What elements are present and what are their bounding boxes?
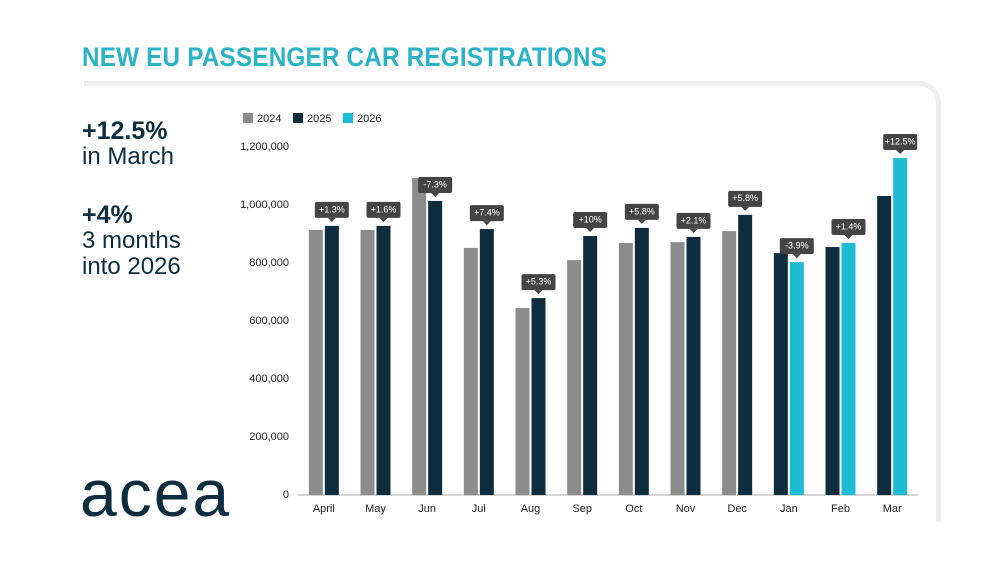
growth-label: +1.4% [836, 221, 862, 231]
x-tick-label: Nov [676, 503, 696, 515]
growth-label-box [573, 212, 608, 229]
bar [789, 262, 804, 495]
growth-label: +10% [579, 214, 602, 224]
growth-label-pointer [741, 206, 750, 211]
bar [376, 225, 391, 495]
growth-label-pointer [792, 254, 801, 259]
x-tick-label: Aug [521, 503, 541, 515]
x-tick-label: Jun [418, 503, 436, 515]
growth-label-pointer [327, 217, 336, 222]
y-tick-label: 400,000 [249, 373, 289, 385]
highlight-value: +4% [82, 201, 133, 229]
bar [412, 178, 427, 495]
growth-label-pointer [482, 221, 491, 226]
growth-label-box [314, 201, 349, 218]
bar [308, 229, 323, 495]
bar [773, 253, 788, 495]
y-tick-label: 800,000 [249, 257, 289, 269]
growth-label: +1.6% [371, 204, 397, 214]
growth-label: +5.3% [526, 276, 552, 286]
growth-label-pointer [534, 290, 543, 295]
growth-label-box [624, 203, 659, 220]
x-tick-label: Dec [727, 503, 747, 515]
x-tick-label: Jul [472, 503, 486, 515]
y-tick-label: 200,000 [249, 431, 289, 443]
y-tick-label: 600,000 [249, 315, 289, 327]
y-tick-label: 1,000,000 [240, 199, 289, 211]
growth-label-pointer [844, 234, 853, 239]
bar [531, 298, 546, 495]
highlight: +4% 3 months into 2026 [82, 202, 212, 280]
x-tick-label: Feb [831, 503, 850, 515]
growth-label-box [779, 238, 814, 255]
bar [567, 260, 582, 495]
legend-swatch [343, 113, 353, 123]
title: NEW EU PASSENGER CAR REGISTRATIONS [82, 42, 608, 72]
bar [428, 200, 443, 495]
growth-label-pointer [379, 217, 388, 222]
growth-label-pointer [586, 228, 595, 233]
y-tick-label: 1,200,000 [240, 141, 289, 153]
growth-label-box [883, 134, 918, 151]
x-tick-label: Mar [883, 503, 902, 515]
bar [634, 227, 649, 495]
highlight-value: +12.5% [82, 117, 168, 145]
bar [825, 247, 840, 495]
bar [877, 196, 892, 495]
x-tick-label: May [365, 503, 386, 515]
growth-label: +1.3% [319, 204, 345, 214]
growth-label-box [728, 190, 763, 207]
highlight-text: 3 months into 2026 [82, 227, 181, 280]
growth-label: +5.8% [629, 206, 655, 216]
growth-label: -7.3% [423, 179, 447, 189]
bar [686, 236, 701, 495]
bar [360, 229, 375, 495]
x-tick-label: Oct [625, 503, 642, 515]
legend-swatch [293, 113, 303, 123]
growth-label: +2.1% [681, 215, 707, 225]
bar [841, 242, 856, 495]
growth-label: +12.5% [885, 136, 916, 146]
growth-label: +5.8% [732, 193, 758, 203]
bar [618, 242, 633, 495]
bar [670, 242, 685, 495]
growth-label-pointer [896, 150, 905, 155]
x-tick-label: Sep [572, 503, 592, 515]
growth-label-box [521, 274, 556, 291]
growth-label-box [676, 212, 711, 229]
y-tick-label: 0 [283, 489, 289, 501]
bar [324, 225, 339, 495]
bar [479, 229, 494, 495]
growth-label-box [366, 201, 401, 218]
bar [583, 236, 598, 495]
bar [722, 231, 737, 495]
bar [893, 158, 908, 495]
logo: acea [80, 456, 232, 530]
growth-label: -3.9% [785, 241, 809, 251]
highlight-text: in March [82, 143, 175, 170]
bar [738, 214, 753, 496]
legend-label: 2026 [357, 113, 381, 125]
legend-label: 2025 [307, 113, 331, 125]
highlight: +12.5% in March [82, 118, 212, 170]
growth-label-pointer [431, 192, 440, 197]
growth-label-box [418, 176, 453, 193]
x-tick-label: April [313, 503, 335, 515]
bar [463, 247, 478, 495]
legend-swatch [243, 113, 253, 123]
growth-label-box [831, 218, 866, 235]
growth-label-pointer [637, 219, 646, 224]
growth-label: +7.4% [474, 207, 500, 217]
growth-label-box [469, 205, 504, 222]
legend-label: 2024 [257, 113, 281, 125]
card [84, 81, 941, 522]
x-tick-label: Jan [780, 503, 798, 515]
bar [515, 307, 530, 495]
growth-label-pointer [689, 228, 698, 233]
